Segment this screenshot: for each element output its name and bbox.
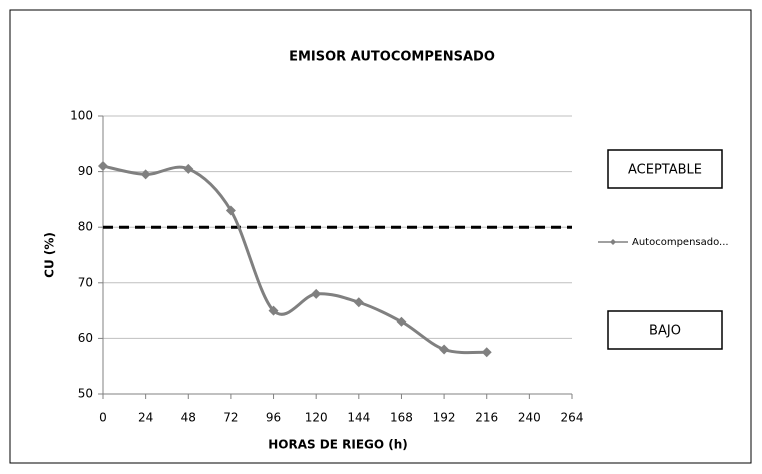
y-tick-label: 50	[78, 387, 93, 401]
x-tick-label: 216	[475, 411, 498, 425]
y-tick-label: 90	[78, 164, 93, 178]
x-tick-label: 48	[181, 411, 196, 425]
x-tick-label: 72	[223, 411, 238, 425]
x-tick-label: 264	[561, 411, 584, 425]
x-tick-label: 96	[266, 411, 281, 425]
annotation-box	[607, 149, 723, 189]
x-tick-label: 168	[390, 411, 413, 425]
y-tick-label: 100	[70, 109, 93, 123]
x-tick-label: 192	[433, 411, 456, 425]
point	[353, 297, 364, 308]
point	[311, 288, 322, 299]
y-tick-label: 70	[78, 275, 93, 289]
point	[98, 161, 108, 172]
x-tick-label: 240	[518, 411, 541, 425]
chart-title: EMISOR AUTOCOMPENSADO	[289, 50, 495, 65]
x-tick-label: 144	[347, 411, 370, 425]
point	[396, 316, 407, 327]
x-tick-label: 24	[138, 411, 153, 425]
point	[183, 163, 194, 174]
series-line	[102, 164, 487, 355]
x-axis-label: HORAS DE RIEGO (h)	[268, 438, 408, 452]
y-tick-label: 60	[78, 331, 93, 345]
x-tick-label: 0	[99, 411, 107, 425]
point	[268, 305, 279, 316]
annotation: ACEPTABLE	[628, 163, 702, 178]
y-axis-label: CU (%)	[43, 232, 57, 278]
y-tick-label: 80	[78, 220, 93, 234]
x-tick-label: 120	[305, 411, 328, 425]
point	[140, 169, 151, 180]
point	[225, 205, 236, 216]
annotation: BAJO	[649, 324, 681, 339]
point	[481, 347, 492, 358]
point	[439, 344, 450, 355]
chart-frame	[9, 9, 752, 464]
legend-label: Autocompensado...	[632, 237, 729, 248]
legend-marker	[610, 239, 616, 245]
annotation-box	[607, 310, 723, 350]
